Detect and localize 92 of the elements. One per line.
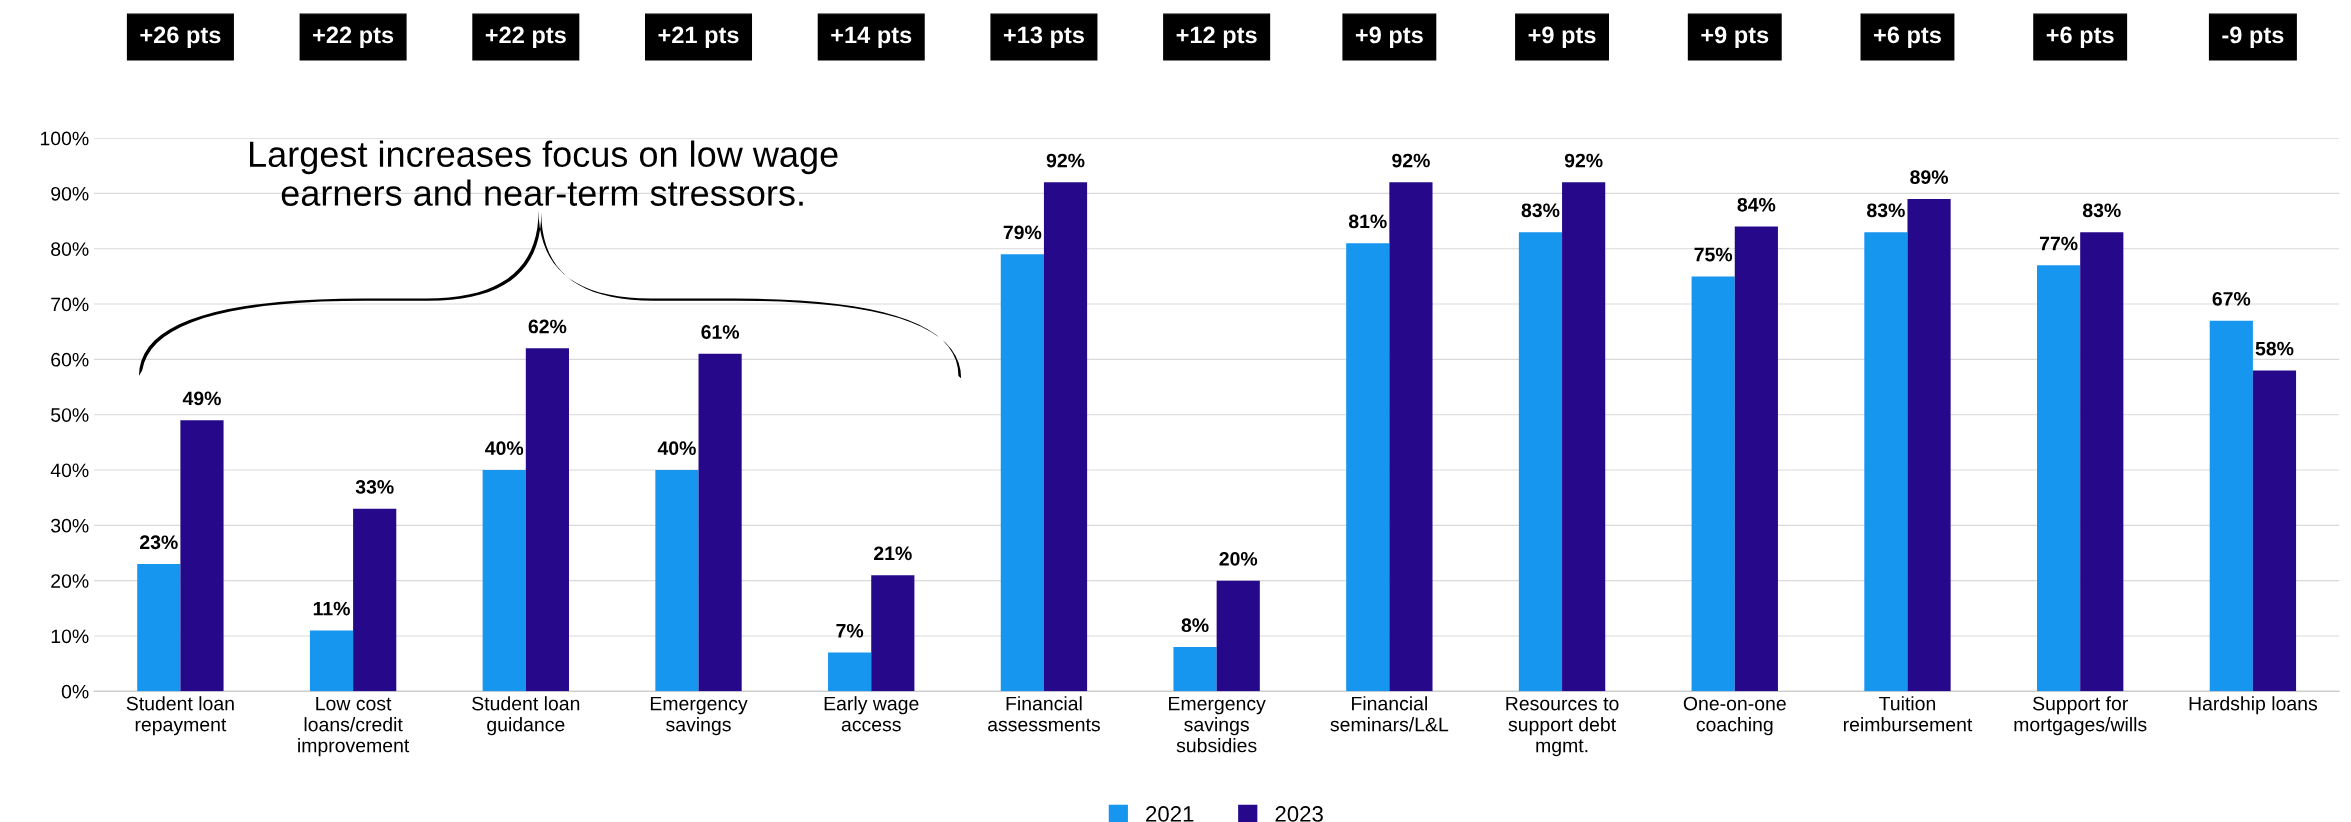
data-label: 92% [1564,153,1603,168]
data-label: 58% [2255,341,2294,356]
x-tick-label: Emergency savings [650,696,748,736]
y-tick-label: 50% [51,408,89,422]
data-label: 33% [355,480,394,494]
data-label: 89% [1910,170,1949,184]
data-label: 40% [657,441,696,456]
text: +14 pts [831,26,912,48]
y-tick-label: 30% [51,518,89,533]
text: +9 pts [1701,26,1769,48]
y-tick-label: 100% [40,131,89,146]
data-label: 75% [1694,247,1733,262]
y-tick-label: 90% [51,186,89,201]
x-tick-label: Financial assessments [988,696,1100,732]
data-label: 67% [2212,291,2251,306]
y-tick-label: 70% [51,297,89,312]
x-tick-label: Student loan guidance [472,696,580,736]
data-label: 8% [1181,618,1209,633]
bar [525,348,569,692]
bar [1734,226,1778,692]
bar [309,630,354,692]
x-tick-label: Resources to support debt mgmt. [1506,696,1619,757]
bar [1346,243,1390,692]
bar [655,470,699,692]
data-label: 40% [485,441,524,456]
x-tick-label: Tuition reimbursement [1843,696,1973,732]
data-label: 20% [1219,551,1258,566]
bar [180,420,224,692]
text: +21 pts [658,26,739,48]
text: +6 pts [1874,26,1941,48]
data-label: 83% [2082,203,2121,218]
bar [482,470,526,692]
data-label: 92% [1046,153,1085,168]
text: +9 pts [1528,26,1596,48]
y-tick-label: 10% [51,629,89,644]
bar [1043,182,1088,692]
x-tick-label: Financial seminars/L&L [1330,696,1449,732]
bar [2037,265,2081,692]
bar [2252,370,2297,692]
y-tick-label: 40% [50,463,89,478]
bar [1518,232,1563,692]
text: +26 pts [140,26,221,48]
x-tick-label: Student loan repayment [126,696,234,736]
bar [698,353,742,692]
y-tick-label: 20% [51,574,89,588]
x-tick-label: One-on-one coaching [1683,696,1786,736]
text: +22 pts [313,26,394,48]
text: -9 pts [2222,26,2284,48]
bar [137,564,181,692]
bar [1216,580,1260,692]
text: +9 pts [1355,26,1423,48]
text: +22 pts [485,26,566,48]
bar [1389,182,1433,692]
bar [1000,254,1044,692]
bar [2080,232,2124,692]
data-label: 81% [1348,214,1387,229]
data-label: 7% [836,623,864,638]
data-label: 77% [2039,236,2078,251]
data-label: 11% [313,601,350,616]
bar [1562,182,1606,692]
y-tick-label: 0% [61,684,89,699]
y-tick-label: 60% [51,352,89,367]
data-label: 84% [1737,197,1776,212]
bar [353,508,397,692]
text: +6 pts [2046,26,2114,48]
annotation: Largest increases focus on low wage earners and near-term stressors. [249,140,838,206]
data-label: 49% [182,391,221,406]
data-label: 21% [874,546,912,561]
data-label: 92% [1392,153,1430,168]
bar [1173,647,1217,692]
bar [1691,276,1735,692]
bar [1864,232,1908,692]
x-tick-label: Early wage access [824,696,919,732]
data-label: 23% [140,535,178,550]
data-label: 61% [701,325,740,339]
x-tick-label: Low cost loans/credit improvement [298,696,410,757]
legend-label: 2021 [1146,806,1194,822]
bar [871,575,915,692]
x-tick-label: Support for mortgages/wills [2014,696,2147,736]
data-label: 79% [1003,225,1042,240]
bar [1907,198,1951,692]
text: +13 pts [1003,26,1084,48]
data-label: 83% [1867,203,1905,218]
y-tick-label: 80% [51,242,89,256]
x-tick-label: Emergency savings subsidies [1169,696,1266,753]
text: +12 pts [1176,26,1257,48]
data-label: 62% [528,319,567,334]
data-label: 83% [1521,203,1560,218]
bar [2209,320,2253,692]
bar [828,652,872,692]
legend-label: 2023 [1275,806,1323,822]
x-tick-label: Hardship loans [2189,696,2318,715]
